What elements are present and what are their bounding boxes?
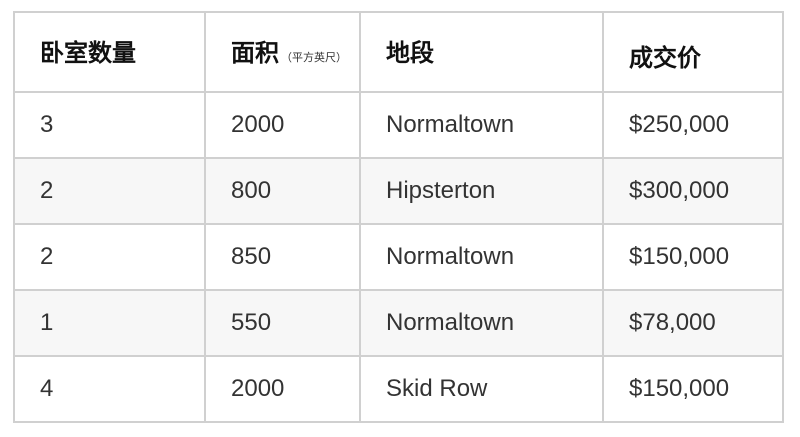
cell-neighborhood: Normaltown (359, 91, 604, 159)
cell-area: 2000 (204, 91, 361, 159)
cell-area: 550 (204, 289, 361, 357)
house-price-table: 卧室数量 面积 （平方英尺） 地段 成交价 3 2000 Normaltown $250… (13, 11, 784, 423)
header-neighborhood: 地段 (359, 11, 604, 93)
cell-bedrooms: 3 (13, 91, 206, 159)
table-row: 4 2000 Skid Row $150,000 (13, 355, 784, 423)
cell-area: 850 (204, 223, 361, 291)
header-label: 面积 (231, 39, 279, 67)
cell-bedrooms: 1 (13, 289, 206, 357)
cell-neighborhood: Normaltown (359, 223, 604, 291)
cell-area: 800 (204, 157, 361, 225)
cell-area: 2000 (204, 355, 361, 423)
cell-price: $250,000 (602, 91, 784, 159)
header-label: 地段 (386, 39, 434, 67)
header-price: 成交价 (602, 11, 784, 93)
header-label: 卧室数量 (40, 39, 136, 67)
table-row: 2 850 Normaltown $150,000 (13, 223, 784, 291)
table-row: 3 2000 Normaltown $250,000 (13, 91, 784, 159)
header-label: 成交价 (629, 44, 701, 72)
header-area: 面积 （平方英尺） (204, 11, 361, 93)
header-bedrooms: 卧室数量 (13, 11, 206, 93)
cell-price: $300,000 (602, 157, 784, 225)
cell-bedrooms: 2 (13, 223, 206, 291)
cell-neighborhood: Normaltown (359, 289, 604, 357)
cell-neighborhood: Skid Row (359, 355, 604, 423)
cell-bedrooms: 2 (13, 157, 206, 225)
cell-bedrooms: 4 (13, 355, 206, 423)
table-row: 2 800 Hipsterton $300,000 (13, 157, 784, 225)
cell-neighborhood: Hipsterton (359, 157, 604, 225)
header-row: 卧室数量 面积 （平方英尺） 地段 成交价 (13, 11, 784, 93)
cell-price: $78,000 (602, 289, 784, 357)
header-unit: （平方英尺） (281, 51, 347, 64)
cell-price: $150,000 (602, 355, 784, 423)
cell-price: $150,000 (602, 223, 784, 291)
table-row: 1 550 Normaltown $78,000 (13, 289, 784, 357)
